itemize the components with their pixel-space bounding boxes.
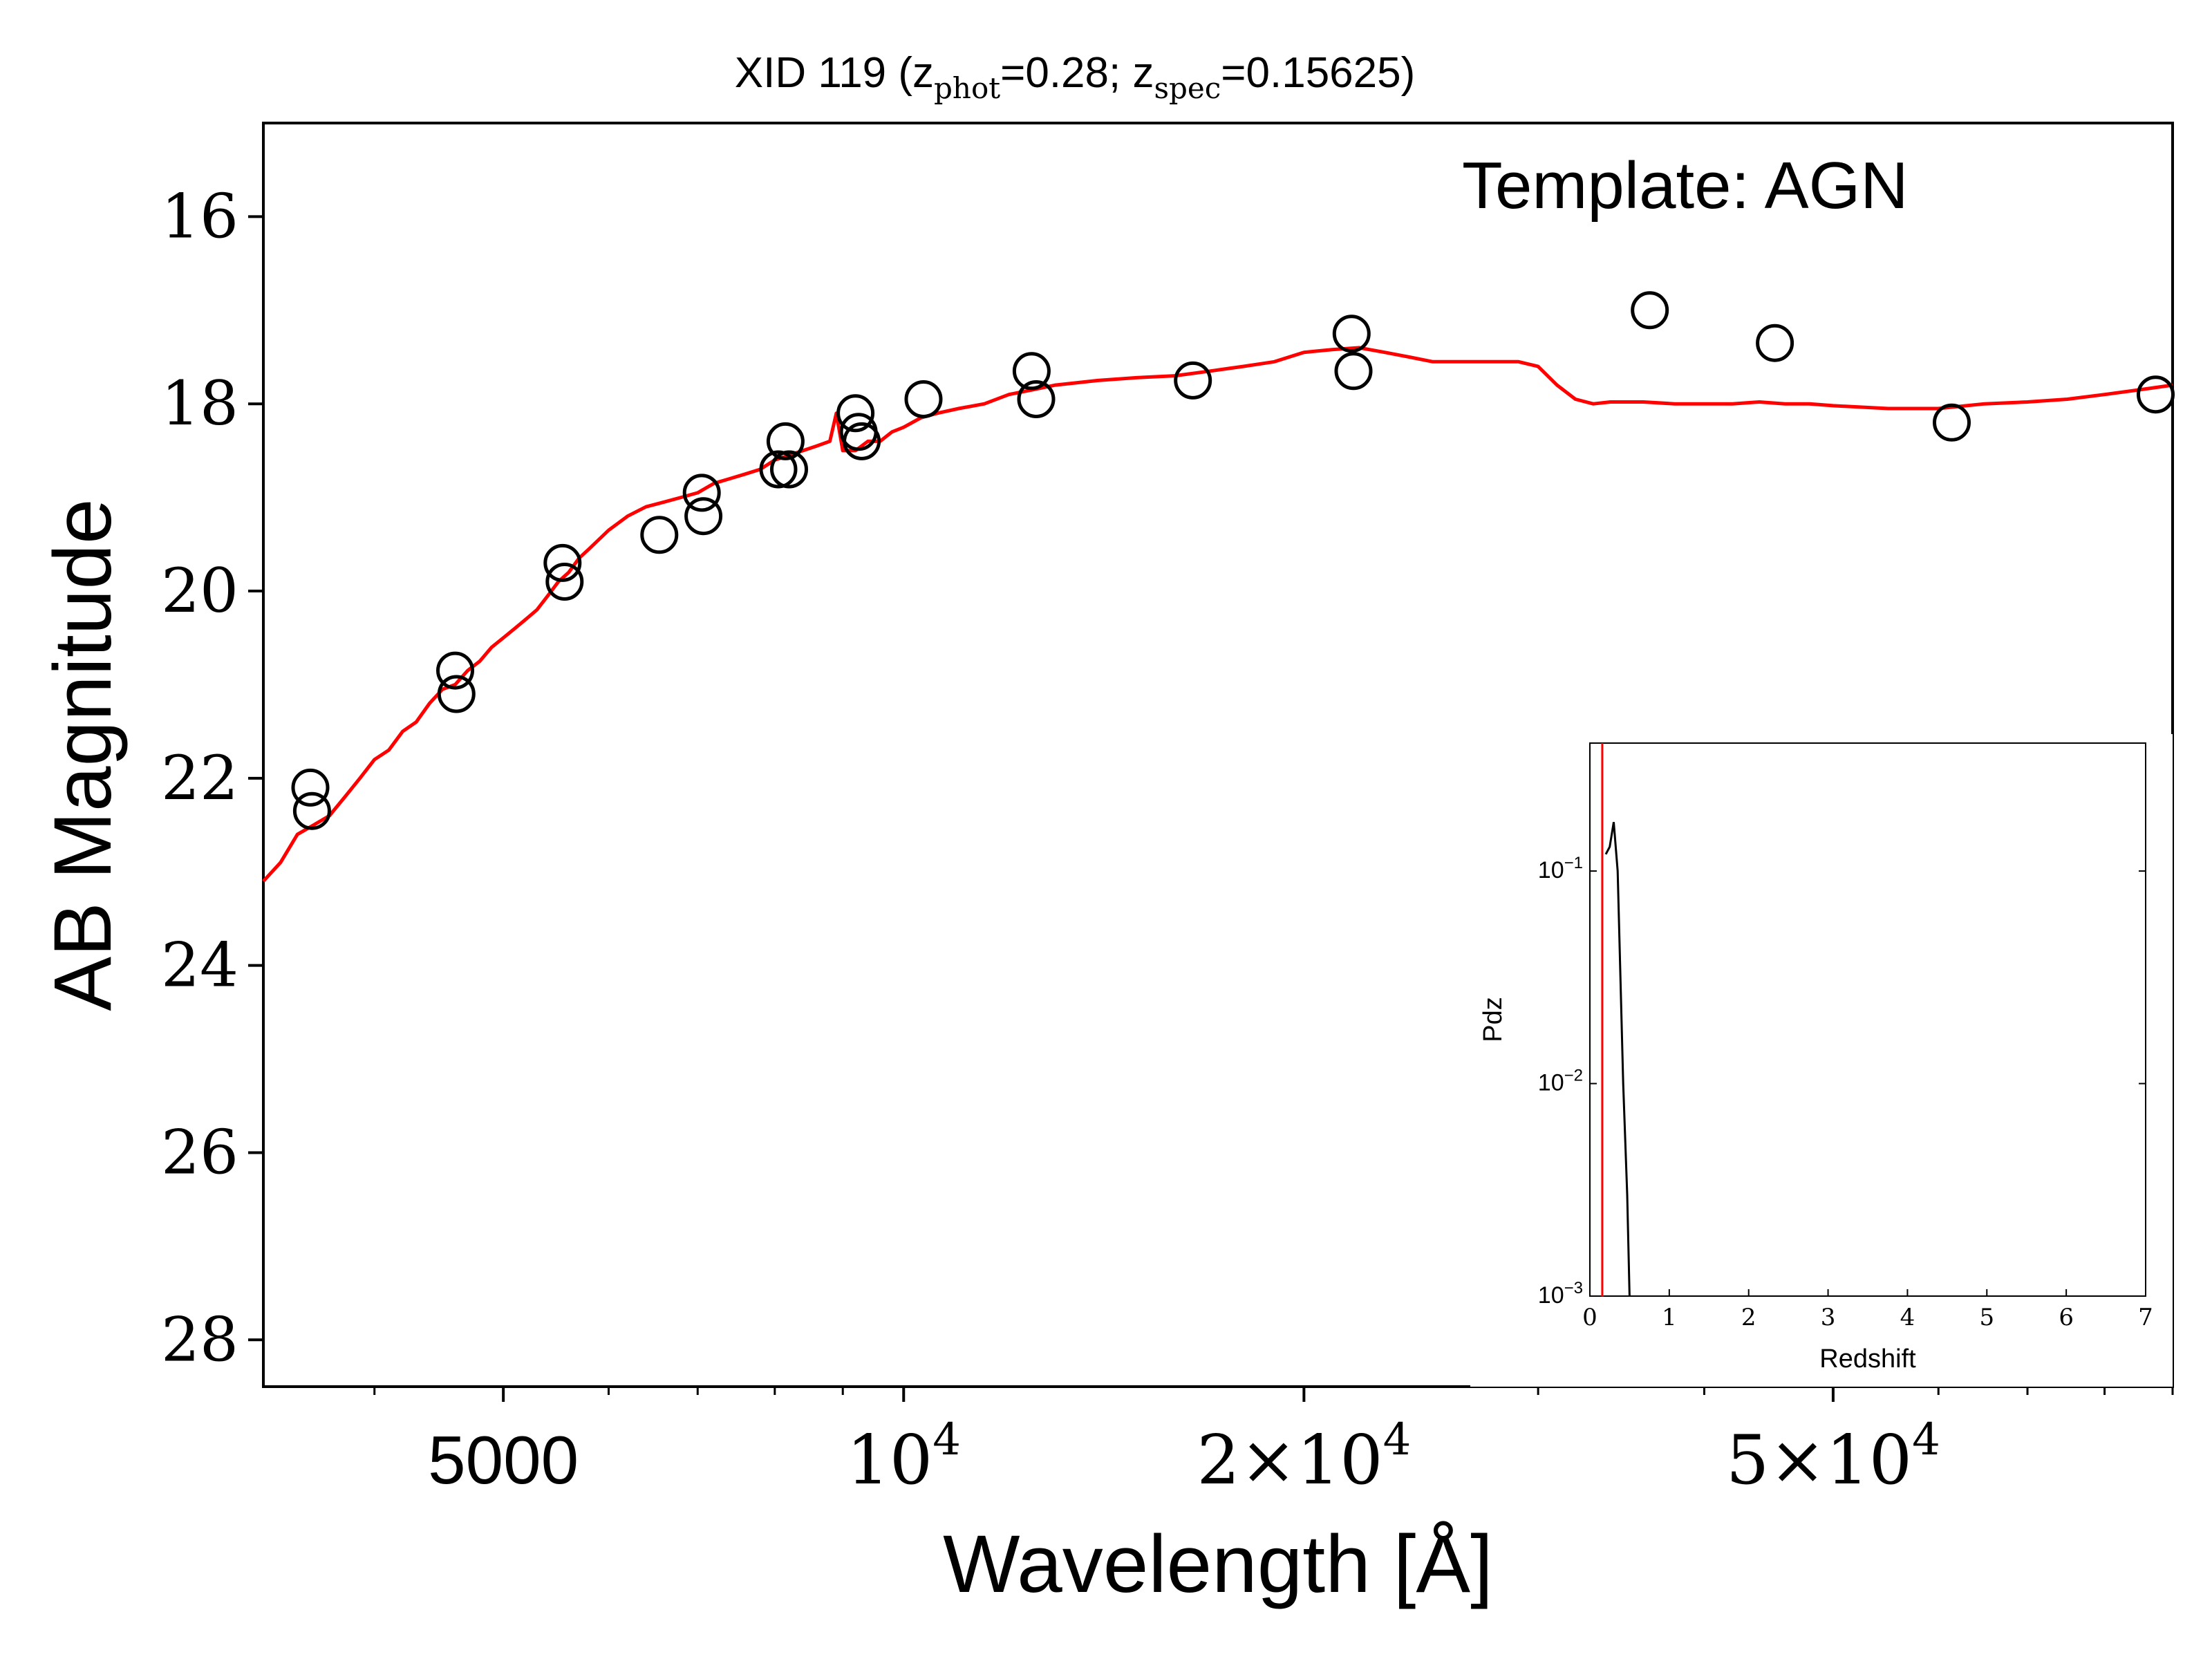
template-layer	[262, 346, 2173, 883]
y-tick-label: 22	[161, 742, 238, 814]
inset-pdz-line	[1604, 822, 1631, 1297]
y-tick-label: 20	[161, 555, 238, 626]
photometry-point	[1334, 352, 1373, 391]
chart-title: XID 119 (zphot=0.28; zspec=0.15625)	[735, 49, 1416, 105]
inset-x-tick-label: 6	[2059, 1304, 2074, 1331]
photometry-point	[682, 474, 721, 512]
photometry-point	[770, 450, 808, 489]
x-tick-label: 2×104	[1197, 1414, 1411, 1500]
photometry-point	[1933, 403, 1971, 442]
inset-x-axis-label: Redshift	[1819, 1344, 1916, 1374]
photometry-point	[904, 380, 943, 418]
template-sed-line	[262, 346, 2173, 883]
template-annotation: Template: AGN	[1462, 149, 1909, 223]
y-axis-label: AB Magnitude	[37, 498, 129, 1011]
photometry-point	[436, 651, 474, 690]
y-tick-label: 16	[161, 180, 238, 252]
inset-y-tick-label: 10−2	[1538, 1067, 1583, 1096]
inset-x-tick-label: 0	[1582, 1304, 1597, 1331]
photometry-point	[543, 543, 582, 582]
photometry-point	[292, 791, 331, 830]
photometry-point	[640, 516, 679, 554]
y-tick-label: 24	[161, 930, 238, 1001]
photometry-point	[684, 497, 723, 536]
photometry-point	[545, 563, 584, 601]
y-tick-label: 18	[161, 368, 238, 439]
inset-x-tick-label: 7	[2138, 1304, 2153, 1331]
inset-y-tick-label: 10−1	[1538, 854, 1583, 883]
photometry-point	[759, 450, 798, 489]
photometry-point	[1332, 315, 1371, 353]
inset-y-tick-label: 10−3	[1538, 1279, 1583, 1309]
x-tick-label: 104	[847, 1414, 961, 1500]
inset-x-tick-label: 4	[1900, 1304, 1915, 1331]
photometry-point	[1174, 361, 1212, 400]
photometry-point	[437, 675, 476, 713]
photometry-point	[1017, 380, 1056, 418]
photometry-point	[1756, 324, 1794, 362]
y-tick-label: 26	[161, 1116, 238, 1188]
inset-y-axis-label: Pdz	[1479, 997, 1508, 1042]
inset-background	[1470, 734, 2173, 1387]
inset-frame	[1589, 742, 2146, 1297]
inset-axis-ticks: 0 1 2 3 4 5 6 7 10−1 10−2 10−3	[1538, 854, 2153, 1331]
inset-x-tick-label: 1	[1662, 1304, 1677, 1331]
inset-x-tick-label: 2	[1741, 1304, 1756, 1331]
photometry-point	[836, 394, 875, 433]
photometry-point	[766, 422, 805, 460]
inset-x-tick-label: 5	[1979, 1304, 1994, 1331]
inset-x-tick-label: 3	[1821, 1304, 1836, 1331]
x-tick-label: 5000	[428, 1422, 579, 1498]
x-axis-label: Wavelength [Å]	[943, 1519, 1493, 1610]
photometry-point	[2137, 375, 2175, 414]
y-tick-label: 28	[161, 1304, 238, 1375]
photometry-point	[1631, 291, 1669, 330]
x-tick-label: 5×104	[1726, 1414, 1940, 1500]
photometry-point	[1012, 352, 1051, 391]
photometry-point	[291, 768, 330, 807]
inset-lines	[1601, 743, 1631, 1297]
photometry-point	[843, 422, 881, 460]
photometry-layer	[291, 291, 2175, 830]
